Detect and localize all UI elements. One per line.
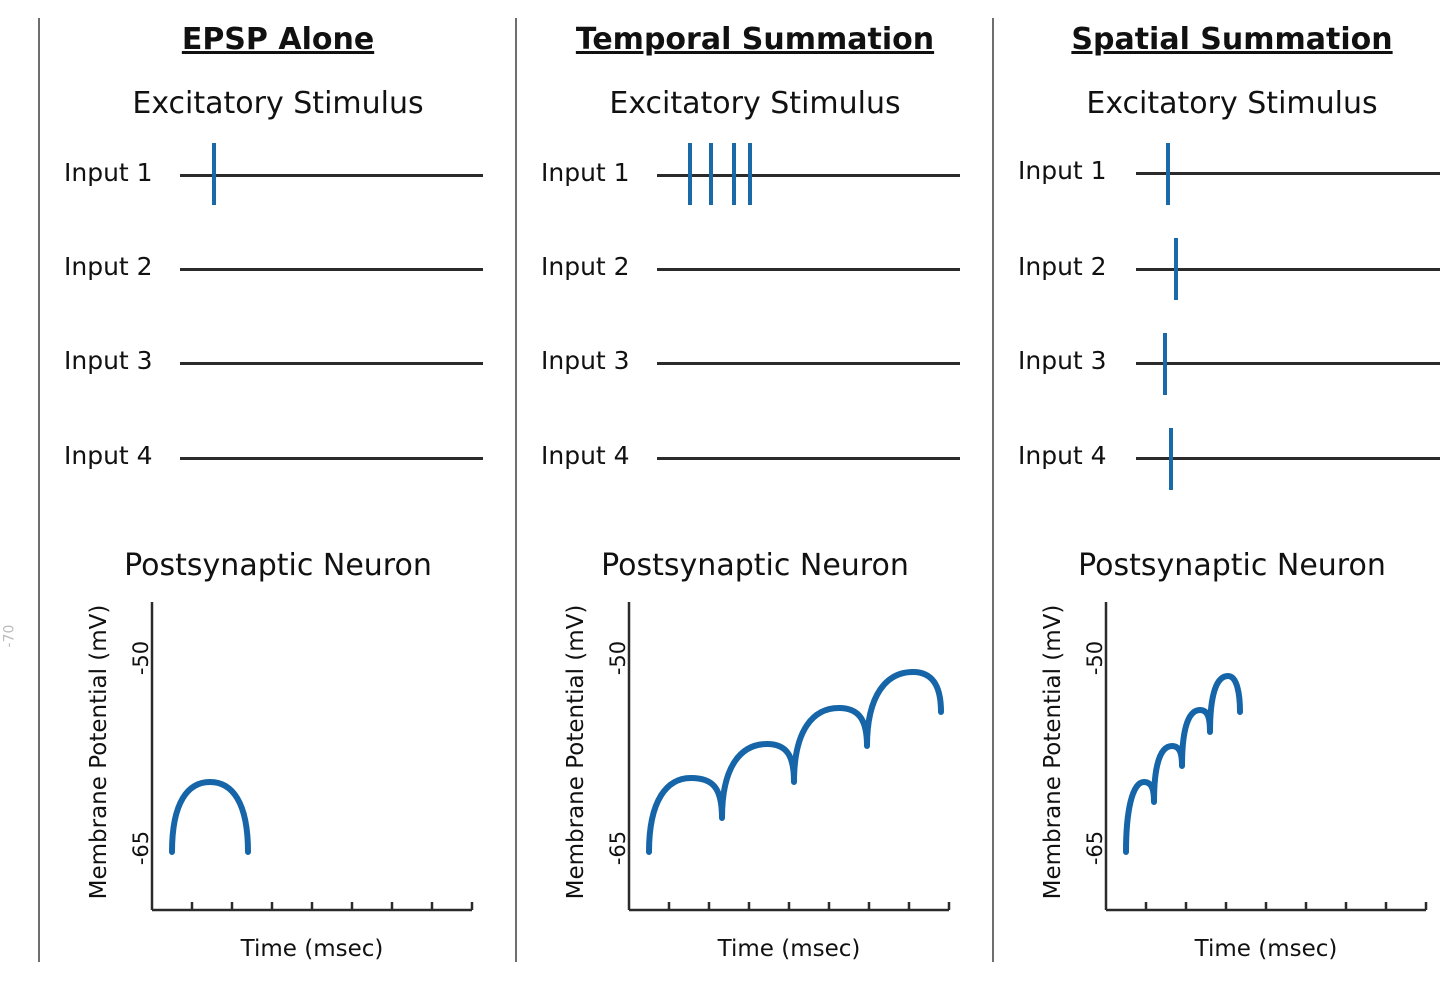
membrane-potential-graph: Membrane Potential (mV) -50 -65 Time (ms… (1040, 602, 1428, 962)
stimulus-title: Excitatory Stimulus (1086, 86, 1378, 121)
axes (1104, 602, 1428, 912)
stimulus-tick (1166, 143, 1170, 205)
input-label: Input 2 (64, 252, 153, 281)
input-label: Input 4 (1018, 441, 1107, 470)
stimulus-tick (1169, 428, 1173, 490)
stimulus-title: Excitatory Stimulus (609, 86, 901, 121)
stimulus-tick (709, 143, 713, 205)
stimulus-title: Excitatory Stimulus (132, 86, 424, 121)
divider-middle (515, 18, 517, 962)
neuron-title: Postsynaptic Neuron (124, 548, 432, 583)
input-line (1136, 362, 1440, 365)
input-label: Input 4 (64, 441, 153, 470)
input-line (180, 268, 483, 271)
axes (150, 602, 474, 912)
panel-title: Temporal Summation (575, 22, 935, 57)
input-line (1136, 457, 1440, 460)
y-tick-label: -50 (1083, 641, 1107, 675)
y-tick-label: -65 (606, 831, 630, 865)
epsp-trace (169, 778, 251, 855)
spatial-summation-trace (1123, 673, 1243, 855)
y-axis-label: Membrane Potential (mV) (563, 605, 589, 900)
input-label: Input 1 (541, 158, 630, 187)
input-line (1136, 172, 1440, 175)
input-line (657, 362, 960, 365)
stimulus-tick (212, 143, 216, 205)
side-mark: -70 (1, 624, 18, 648)
panel-temporal-summation: Temporal Summation Excitatory Stimulus I… (517, 0, 993, 996)
stimulus-tick (732, 143, 736, 205)
panel-spatial-summation: Spatial Summation Excitatory Stimulus In… (994, 0, 1440, 996)
input-label: Input 4 (541, 441, 630, 470)
panel-title: EPSP Alone (181, 22, 375, 57)
panel-title: Spatial Summation (1071, 22, 1393, 57)
input-label: Input 1 (1018, 156, 1107, 185)
input-label: Input 3 (64, 346, 153, 375)
input-label: Input 3 (1018, 346, 1107, 375)
input-line (657, 174, 960, 177)
input-line (180, 174, 483, 177)
membrane-potential-graph: Membrane Potential (mV) -50 -65 Time (ms… (563, 602, 951, 962)
y-axis-label: Membrane Potential (mV) (1040, 605, 1066, 900)
stimulus-tick (748, 143, 752, 205)
membrane-potential-graph: Membrane Potential (mV) -50 -65 Time (ms… (86, 602, 474, 962)
y-axis-label: Membrane Potential (mV) (86, 605, 112, 900)
y-tick-label: -65 (1083, 831, 1107, 865)
input-label: Input 2 (1018, 252, 1107, 281)
x-axis-label: Time (msec) (240, 936, 384, 962)
input-label: Input 2 (541, 252, 630, 281)
stimulus-tick (1163, 333, 1167, 395)
panel-epsp-alone: EPSP Alone Excitatory Stimulus Input 1 I… (40, 0, 516, 996)
input-line (1136, 268, 1440, 271)
x-axis-label: Time (msec) (717, 936, 861, 962)
input-label: Input 1 (64, 158, 153, 187)
neuron-title: Postsynaptic Neuron (601, 548, 909, 583)
input-line (657, 457, 960, 460)
divider-left (38, 18, 40, 962)
stimulus-tick (688, 143, 692, 205)
temporal-summation-trace (646, 669, 944, 855)
neuron-title: Postsynaptic Neuron (1078, 548, 1386, 583)
axes (627, 602, 951, 912)
divider-right (992, 18, 994, 962)
y-tick-label: -50 (606, 641, 630, 675)
input-line (657, 268, 960, 271)
y-tick-label: -65 (129, 831, 153, 865)
x-axis-label: Time (msec) (1194, 936, 1338, 962)
stimulus-tick (1174, 238, 1178, 300)
input-label: Input 3 (541, 346, 630, 375)
input-line (180, 362, 483, 365)
input-line (180, 457, 483, 460)
y-tick-label: -50 (129, 641, 153, 675)
